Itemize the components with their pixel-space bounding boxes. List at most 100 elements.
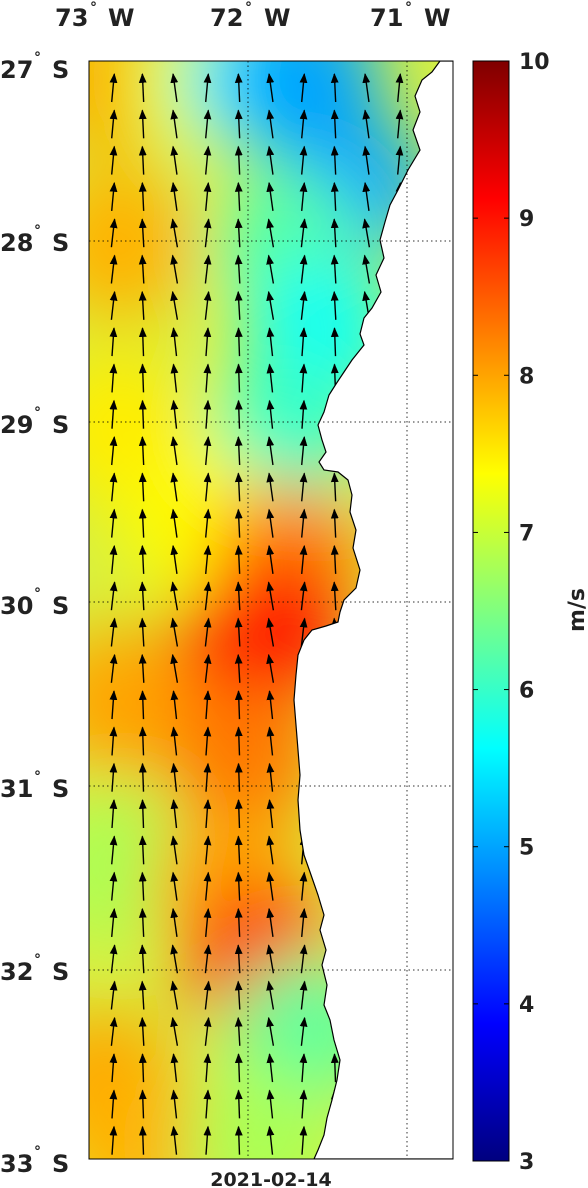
wind-arrow-284	[234, 1089, 243, 1119]
wind-arrow-12	[170, 109, 179, 139]
wind-arrow-18	[362, 109, 371, 139]
wind-arrow-83	[203, 363, 212, 393]
wind-arrow-32	[170, 181, 179, 211]
wind-arrow-106	[299, 436, 308, 466]
wind-arrow-92	[170, 399, 179, 429]
wind-arrow-5	[266, 73, 275, 103]
wind-arrow-33	[203, 181, 212, 211]
wind-arrow-292	[170, 1125, 179, 1155]
wind-arrow-263	[203, 1016, 212, 1046]
wind-arrow-20	[109, 145, 118, 175]
wind-arrow-130	[109, 544, 118, 574]
wind-arrow-165	[266, 653, 275, 683]
wind-arrow-234	[234, 907, 243, 937]
wind-arrow-10	[109, 109, 118, 139]
wind-arrow-205	[266, 799, 275, 829]
wind-arrow-293	[203, 1125, 212, 1155]
wind-arrow-256	[299, 980, 308, 1010]
wind-arrow-226	[299, 871, 308, 901]
wind-arrow-294	[234, 1125, 243, 1155]
wind-arrow-17	[330, 109, 339, 139]
wind-arrow-145	[266, 581, 275, 611]
wind-arrow-122	[170, 508, 179, 538]
map-area	[89, 61, 453, 1159]
wind-arrow-225	[266, 871, 275, 901]
speed-cell-21	[89, 1065, 211, 1159]
wind-arrow-64	[234, 290, 243, 320]
wind-arrow-214	[234, 835, 243, 865]
speed-cell-5	[89, 169, 195, 319]
wind-arrow-117	[330, 472, 339, 502]
wind-arrow-236	[299, 907, 308, 937]
lat-label-27: 27	[0, 56, 33, 84]
wind-arrow-101	[138, 436, 147, 466]
wind-arrow-195	[266, 762, 275, 792]
wind-arrow-261	[138, 1016, 147, 1046]
wind-arrow-1	[138, 73, 147, 103]
svg-text:S: S	[52, 592, 69, 620]
wind-arrow-270	[109, 1053, 118, 1083]
wind-arrow-137	[330, 544, 339, 574]
wind-arrow-76	[299, 327, 308, 357]
wind-arrow-146	[299, 581, 308, 611]
wind-arrow-105	[266, 436, 275, 466]
wind-arrow-275	[266, 1053, 275, 1083]
wind-arrow-251	[138, 980, 147, 1010]
wind-arrow-127	[330, 508, 339, 538]
wind-arrow-265	[266, 1016, 275, 1046]
wind-arrow-103	[203, 436, 212, 466]
colorbar-tick-label-5: 8	[519, 364, 534, 389]
map-frame	[88, 60, 454, 1160]
wind-arrow-110	[109, 472, 118, 502]
wind-arrow-220	[109, 871, 118, 901]
wind-arrow-19	[395, 109, 404, 139]
wind-arrow-155	[266, 617, 275, 647]
wind-arrow-96	[299, 399, 308, 429]
wind-arrow-262	[170, 1016, 179, 1046]
wind-arrow-71	[138, 327, 147, 357]
wind-arrow-30	[109, 181, 118, 211]
wind-arrow-296	[299, 1125, 308, 1155]
wind-arrow-15	[266, 109, 275, 139]
wind-arrow-67	[330, 290, 339, 320]
wind-arrow-191	[138, 762, 147, 792]
grid-lines	[89, 61, 453, 1159]
colorbar-tick-label-2: 5	[519, 836, 534, 861]
wind-arrow-134	[234, 544, 243, 574]
wind-arrow-175	[266, 690, 275, 720]
date-label: 2021-02-14	[210, 1169, 332, 1188]
wind-arrow-282	[170, 1089, 179, 1119]
wind-arrow-45	[266, 218, 275, 248]
lat-labels: 27 ° S 28 ° S 29 ° S 30 ° S 31 ° S 32 ° …	[0, 50, 69, 1178]
wind-arrow-0	[109, 73, 118, 103]
wind-arrow-183	[203, 726, 212, 756]
lat-label-33: 33	[0, 1150, 33, 1178]
wind-arrow-37	[330, 181, 339, 211]
wind-arrow-58	[362, 254, 371, 284]
wind-arrow-126	[299, 508, 308, 538]
colorbar: 3 4 5 6 7 8 9 10 m/s	[472, 50, 588, 1175]
svg-text:°: °	[405, 0, 412, 16]
land-mask	[293, 61, 453, 1159]
wind-arrow-72	[170, 327, 179, 357]
svg-text:S: S	[52, 958, 69, 986]
wind-arrow-66	[299, 290, 308, 320]
lon-label-73: 73	[55, 4, 88, 32]
wind-arrow-221	[138, 871, 147, 901]
wind-arrow-156	[299, 617, 308, 647]
lon-label-71: 71	[370, 4, 403, 32]
wind-arrow-125	[266, 508, 275, 538]
wind-arrow-62	[170, 290, 179, 320]
svg-text:°: °	[90, 0, 97, 16]
wind-arrow-26	[299, 145, 308, 175]
wind-arrow-171	[138, 690, 147, 720]
wind-arrow-112	[170, 472, 179, 502]
wind-arrow-2	[170, 73, 179, 103]
colorbar-tick-label-4: 7	[519, 521, 534, 546]
wind-arrow-144	[234, 581, 243, 611]
wind-arrow-42	[170, 218, 179, 248]
wind-arrow-73	[203, 327, 212, 357]
wind-arrow-80	[109, 363, 118, 393]
lat-label-32: 32	[0, 958, 33, 986]
wind-arrow-29	[395, 145, 404, 175]
